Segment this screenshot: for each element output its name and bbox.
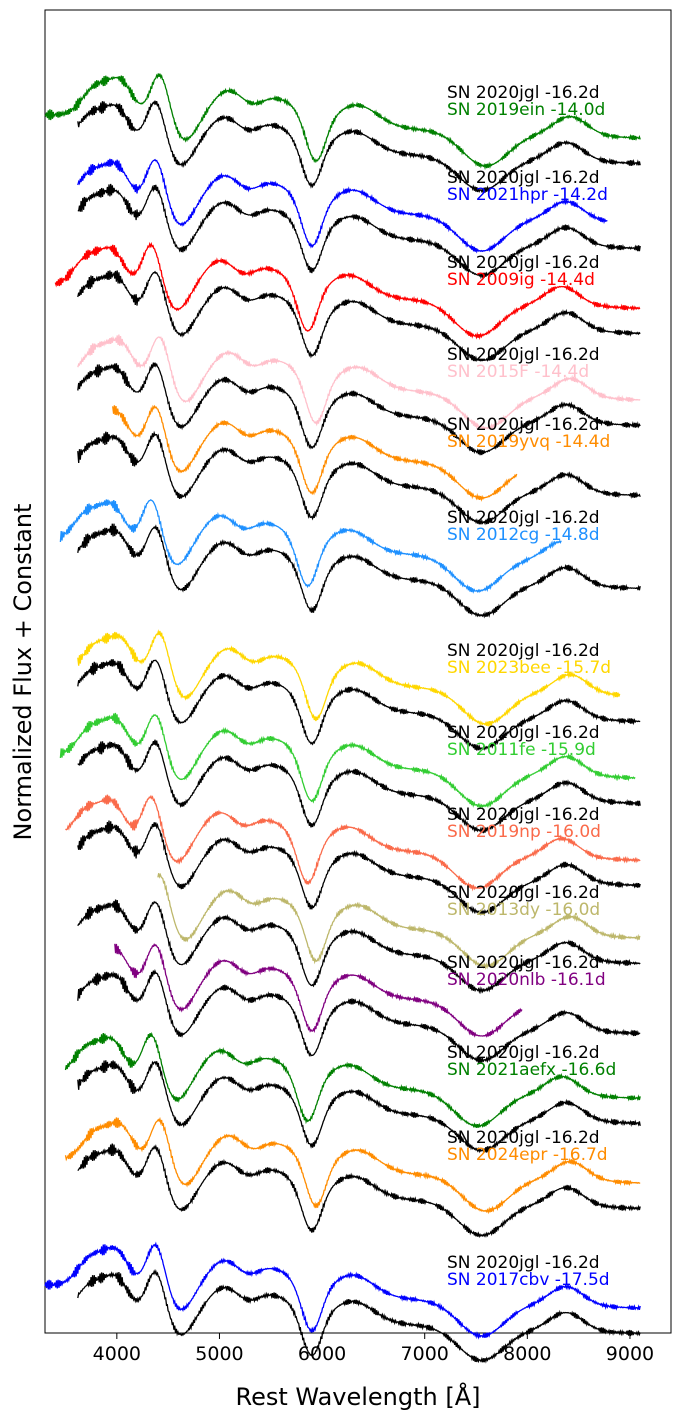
comparison-spectrum — [64, 1116, 641, 1215]
x-tick-label: 7000 — [401, 1343, 449, 1365]
spectra-layer — [44, 73, 641, 1364]
reference-label: SN 2020jgl -16.2d — [447, 805, 600, 825]
comparison-label: SN 2015F -14.4d — [447, 362, 589, 382]
reference-label: SN 2020jgl -16.2d — [447, 345, 600, 365]
reference-spectrum — [77, 1143, 641, 1239]
comparison-label: SN 2011fe -15.9d — [447, 740, 596, 760]
reference-spectrum — [77, 899, 641, 995]
reference-label: SN 2020jgl -16.2d — [447, 83, 600, 103]
x-tick-label: 9000 — [606, 1343, 654, 1365]
comparison-label: SN 2013dy -16.0d — [447, 900, 600, 920]
comparison-label: SN 2009ig -14.4d — [447, 270, 595, 290]
comparison-label: SN 2017cbv -17.5d — [447, 1270, 610, 1290]
comparison-spectrum — [59, 499, 562, 594]
reference-spectrum — [77, 362, 641, 456]
comparison-spectrum — [59, 712, 636, 810]
reference-spectrum — [77, 820, 641, 917]
comparison-label: SN 2019np -16.0d — [447, 822, 601, 842]
x-tick-label: 5000 — [195, 1343, 243, 1365]
reference-spectrum — [77, 659, 641, 751]
comparison-spectrum — [44, 73, 641, 171]
reference-spectrum — [77, 1060, 641, 1154]
reference-label: SN 2020jgl -16.2d — [447, 168, 600, 188]
comparison-spectrum — [77, 158, 608, 254]
comparison-spectrum — [77, 629, 621, 727]
comparison-label: SN 2021hpr -14.2d — [447, 185, 608, 205]
reference-spectrum — [77, 968, 641, 1064]
reference-spectrum — [77, 739, 641, 834]
reference-label: SN 2020jgl -16.2d — [447, 253, 600, 273]
comparison-label: SN 2012cg -14.8d — [447, 525, 600, 545]
reference-spectrum — [77, 430, 641, 526]
comparison-spectrum — [114, 943, 523, 1038]
reference-label: SN 2020jgl -16.2d — [447, 723, 600, 743]
comparison-spectrum — [77, 334, 641, 431]
plot-frame — [44, 9, 672, 1334]
reference-label: SN 2020jgl -16.2d — [447, 1043, 600, 1063]
comparison-spectrum — [54, 241, 641, 340]
comparison-label: SN 2024epr -16.7d — [447, 1145, 608, 1165]
comparison-spectrum — [64, 1031, 641, 1129]
reference-spectrum — [77, 100, 641, 194]
reference-label: SN 2020jgl -16.2d — [447, 508, 600, 528]
y-axis-title: Normalized Flux + Constant — [9, 504, 37, 841]
reference-label: SN 2020jgl -16.2d — [447, 1253, 600, 1273]
comparison-label: SN 2020nlb -16.1d — [447, 970, 606, 990]
reference-label: SN 2020jgl -16.2d — [447, 641, 600, 661]
x-tick-label: 8000 — [503, 1343, 551, 1365]
x-axis-ticks: 4000 5000 6000 7000 8000 9000 — [93, 1333, 654, 1365]
reference-label: SN 2020jgl -16.2d — [447, 953, 600, 973]
comparison-label: SN 2019yvq -14.4d — [447, 432, 610, 452]
reference-label: SN 2020jgl -16.2d — [447, 415, 600, 435]
reference-spectrum — [77, 1269, 641, 1364]
comparison-label: SN 2021aefx -16.6d — [447, 1060, 616, 1080]
reference-spectrum — [77, 270, 641, 362]
reference-label: SN 2020jgl -16.2d — [447, 883, 600, 903]
reference-spectrum — [77, 183, 641, 280]
reference-label: SN 2020jgl -16.2d — [447, 1128, 600, 1148]
x-tick-label: 6000 — [298, 1343, 346, 1365]
comparison-spectrum — [112, 404, 518, 502]
comparison-label: SN 2023bee -15.7d — [447, 658, 611, 678]
x-axis-title: Rest Wavelength [Å] — [235, 1382, 480, 1411]
comparison-spectrum — [65, 794, 641, 892]
x-tick-label: 4000 — [93, 1343, 141, 1365]
reference-spectrum — [77, 523, 641, 619]
comparison-label: SN 2019ein -14.0d — [447, 100, 605, 120]
comparison-spectrum — [157, 872, 641, 970]
comparison-spectrum — [44, 1241, 641, 1340]
